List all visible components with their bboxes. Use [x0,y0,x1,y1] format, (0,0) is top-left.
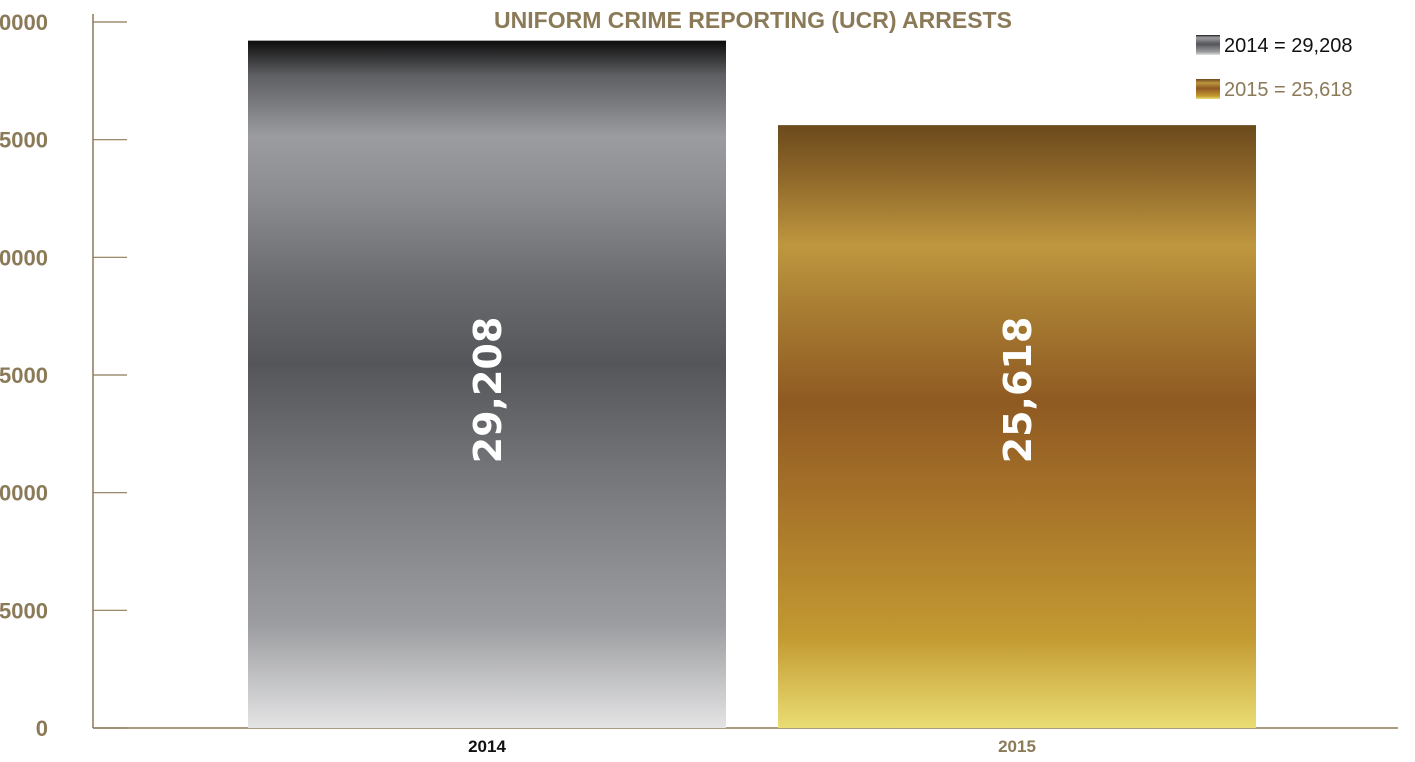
bars [248,40,1256,729]
legend-label: 2015 = 25,618 [1224,79,1352,101]
legend-swatch [1196,79,1220,99]
bar-2014 [248,40,726,728]
bar-value-label: 29,208 [466,317,510,464]
y-tick-label: 5000 [0,598,48,623]
y-tick-label: 15000 [0,363,48,388]
y-tick-label: 0 [36,716,48,741]
chart-title: UNIFORM CRIME REPORTING (UCR) ARRESTS [494,7,1012,33]
y-tick-label: 10000 [0,481,48,506]
legend-label: 2014 = 29,208 [1224,35,1352,57]
y-tick-label: 20000 [0,245,48,270]
y-tick-label: 25000 [0,128,48,153]
labels: 29,208 2014 25,618 2015 [466,317,1040,756]
y-tick-label: 30000 [0,10,48,35]
bar-2015 [778,125,1256,729]
bar-value-label: 25,618 [996,317,1040,464]
x-tick-label: 2015 [998,737,1036,756]
legend-swatch [1196,35,1220,55]
x-tick-label: 2014 [468,737,506,756]
legend: 2014 = 29,208 2015 = 25,618 [1196,35,1352,101]
